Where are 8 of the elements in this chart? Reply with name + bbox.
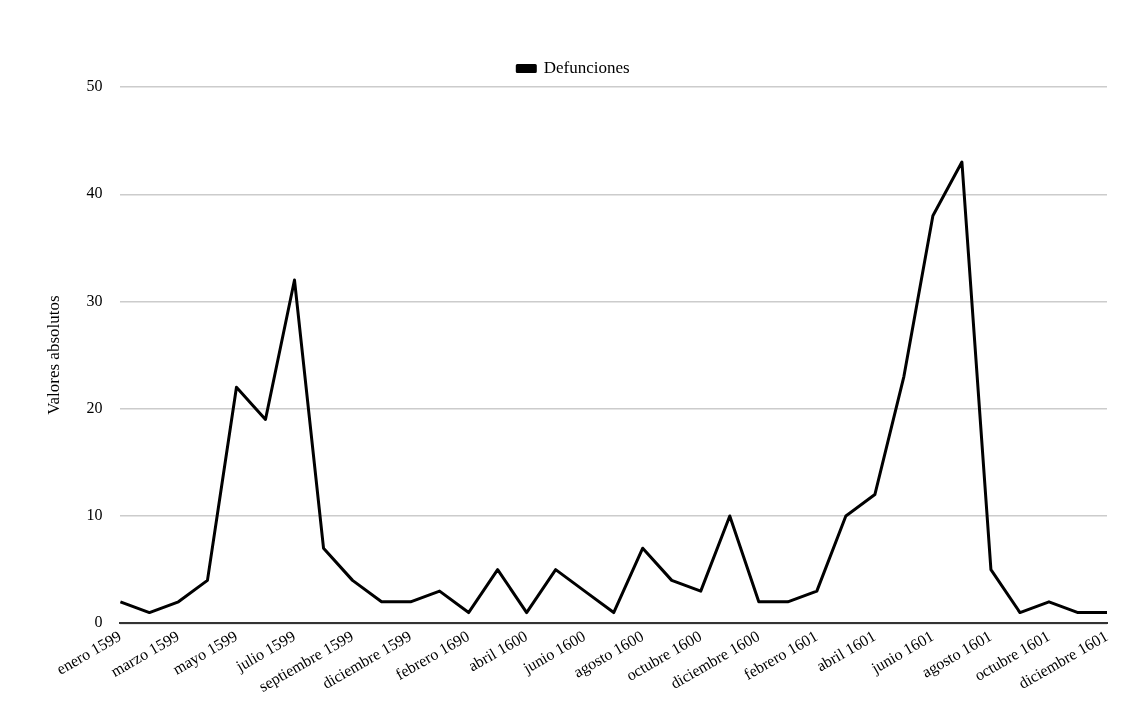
y-tick-label: 30 [86, 291, 103, 309]
y-tick-label: 10 [86, 506, 103, 524]
y-tick-label: 40 [86, 184, 103, 202]
y-tick-label: 0 [94, 613, 103, 631]
y-axis-title: Valores absolutos [43, 295, 63, 415]
y-tick-label: 20 [86, 398, 103, 416]
y-tick-label: 50 [86, 77, 103, 95]
legend-label: Defunciones [543, 57, 630, 77]
